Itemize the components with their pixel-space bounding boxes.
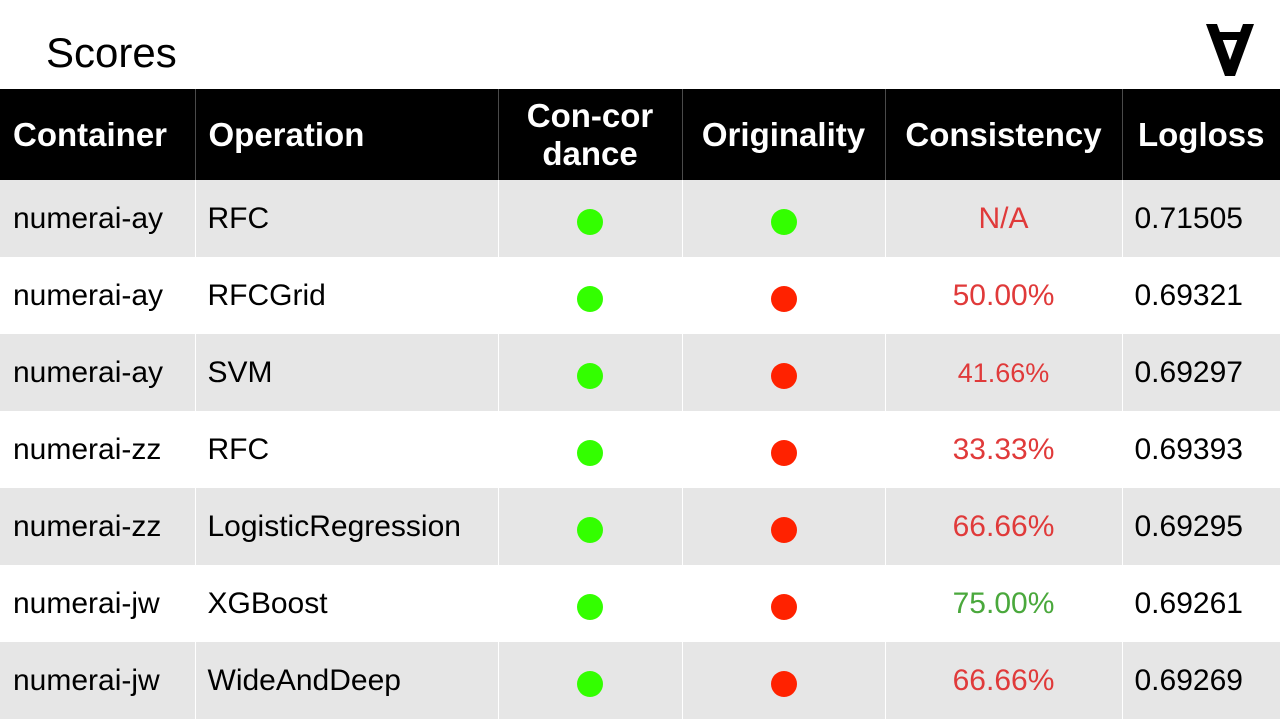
cell-operation: RFC	[195, 411, 499, 488]
cell-logloss: 0.69393	[1122, 411, 1280, 488]
table-row: numerai-jw WideAndDeep 66.66% 0.69269	[0, 642, 1280, 719]
page-title: Scores	[46, 29, 177, 76]
cell-container: numerai-ay	[0, 257, 196, 334]
originality-red-dot-icon	[770, 285, 797, 312]
cell-container: numerai-zz	[0, 411, 196, 488]
cell-logloss: 0.71505	[1122, 180, 1280, 257]
scores-table: Container Operation Con-cordance Origina…	[0, 89, 1280, 719]
consistency-value: 75.00%	[952, 586, 1055, 620]
concordance-green-dot-icon	[577, 670, 603, 697]
cell-concordance	[498, 180, 683, 257]
cell-originality	[682, 180, 886, 257]
cell-container: numerai-zz	[0, 488, 196, 565]
table-row: numerai-zz RFC 33.33% 0.69393	[0, 411, 1280, 488]
table-body: numerai-ay RFC N/A 0.71505 numerai-ay RFCGrid…	[0, 180, 1280, 719]
consistency-value: 66.66%	[952, 663, 1055, 697]
originality-red-dot-icon	[770, 593, 797, 620]
cell-operation: WideAndDeep	[195, 642, 499, 719]
cell-concordance	[498, 334, 683, 411]
cell-originality	[682, 488, 886, 565]
cell-operation: XGBoost	[195, 565, 499, 642]
concordance-green-dot-icon	[577, 593, 603, 620]
cell-concordance	[498, 642, 683, 719]
cell-consistency: 66.66%	[885, 642, 1123, 719]
cell-consistency: 33.33%	[885, 411, 1123, 488]
cell-consistency: 75.00%	[885, 565, 1123, 642]
consistency-value: 66.66%	[952, 509, 1055, 543]
cell-concordance	[498, 565, 683, 642]
cell-logloss: 0.69297	[1122, 334, 1280, 411]
cell-logloss: 0.69261	[1122, 565, 1280, 642]
concordance-green-dot-icon	[577, 208, 603, 235]
concordance-green-dot-icon	[577, 285, 603, 312]
cell-consistency: 41.66%	[885, 334, 1123, 411]
header-logloss: Logloss	[1122, 89, 1280, 180]
originality-red-dot-icon	[770, 439, 797, 466]
cell-logloss: 0.69269	[1122, 642, 1280, 719]
cell-operation: RFCGrid	[195, 257, 499, 334]
cell-operation: SVM	[195, 334, 499, 411]
cell-consistency: N/A	[885, 180, 1123, 257]
originality-red-dot-icon	[770, 670, 797, 697]
header-container: Container	[0, 89, 196, 180]
consistency-value: N/A	[978, 201, 1029, 235]
header-operation: Operation	[195, 89, 499, 180]
cell-container: numerai-jw	[0, 565, 196, 642]
cell-concordance	[498, 411, 683, 488]
cell-originality	[682, 565, 886, 642]
consistency-value: 41.66%	[957, 357, 1050, 388]
header-concordance: Con-cordance	[498, 89, 683, 180]
concordance-green-dot-icon	[577, 362, 603, 389]
cell-consistency: 66.66%	[885, 488, 1123, 565]
table-row: numerai-ay RFCGrid 50.00% 0.69321	[0, 257, 1280, 334]
header-concordance-label: Con-cordance	[526, 96, 654, 172]
table-row: numerai-zz LogisticRegression 66.66% 0.6929…	[0, 488, 1280, 565]
table-row: numerai-ay RFC N/A 0.71505	[0, 180, 1280, 257]
header-consistency: Consistency	[885, 89, 1123, 180]
table-row: numerai-ay SVM 41.66% 0.69297	[0, 334, 1280, 411]
cell-originality	[682, 334, 886, 411]
consistency-value: 33.33%	[952, 432, 1055, 466]
cell-concordance	[498, 257, 683, 334]
originality-green-dot-icon	[770, 208, 797, 235]
concordance-green-dot-icon	[577, 439, 603, 466]
cell-operation: LogisticRegression	[195, 488, 499, 565]
header-originality: Originality	[682, 89, 886, 180]
cell-concordance	[498, 488, 683, 565]
cell-container: numerai-ay	[0, 180, 196, 257]
originality-red-dot-icon	[770, 516, 797, 543]
cell-originality	[682, 411, 886, 488]
table-header-row: Container Operation Con-cordance Origina…	[0, 89, 1280, 180]
cell-logloss: 0.69321	[1122, 257, 1280, 334]
cell-container: numerai-jw	[0, 642, 196, 719]
originality-red-dot-icon	[770, 362, 797, 389]
cell-originality	[682, 257, 886, 334]
cell-operation: RFC	[195, 180, 499, 257]
concordance-green-dot-icon	[577, 516, 603, 543]
cell-consistency: 50.00%	[885, 257, 1123, 334]
cell-logloss: 0.69295	[1122, 488, 1280, 565]
cell-container: numerai-ay	[0, 334, 196, 411]
table-row: numerai-jw XGBoost 75.00% 0.69261	[0, 565, 1280, 642]
inverted-a-logo-icon	[1206, 24, 1254, 76]
consistency-value: 50.00%	[952, 278, 1055, 312]
cell-originality	[682, 642, 886, 719]
